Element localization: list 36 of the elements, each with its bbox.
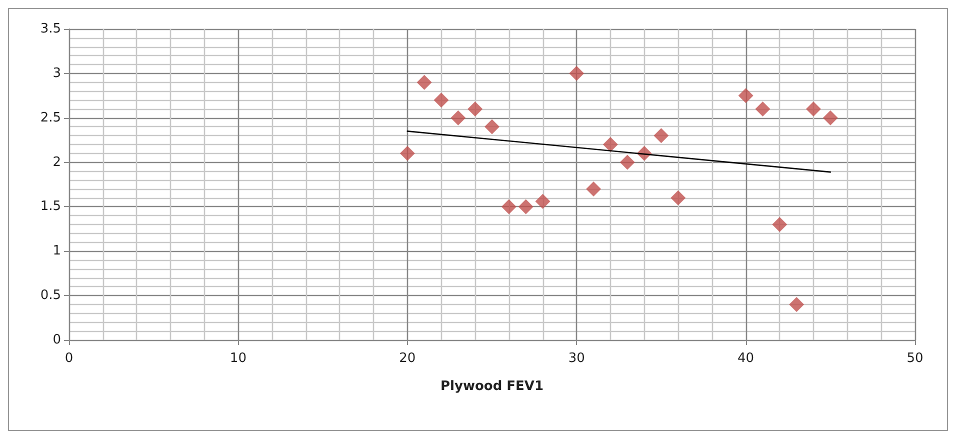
- y-tick-label: 0: [52, 332, 61, 348]
- point: [400, 146, 415, 161]
- point: [468, 101, 483, 116]
- point: [654, 128, 669, 144]
- x-axis-title: Plywood FEV1: [440, 379, 544, 394]
- y-tick-label: 3: [52, 66, 61, 81]
- point: [450, 110, 466, 126]
- x-tick-label: 0: [64, 351, 74, 366]
- point: [620, 154, 635, 170]
- y-tick-label: 2: [52, 154, 61, 170]
- y-tick-label: 2.5: [40, 110, 61, 126]
- point: [569, 66, 584, 81]
- point: [586, 181, 602, 196]
- x-tick-label: 50: [906, 351, 924, 366]
- point: [518, 199, 534, 214]
- point: [484, 119, 500, 134]
- point: [772, 216, 788, 232]
- y-tick-label: 0.5: [40, 288, 61, 304]
- y-tick-label: 3.5: [40, 22, 61, 36]
- x-tick-label: 20: [399, 351, 416, 366]
- x-tick-label: 10: [230, 351, 246, 366]
- point: [806, 101, 821, 116]
- point: [434, 92, 449, 108]
- x-tick-label: 30: [568, 351, 585, 366]
- point: [670, 190, 686, 206]
- point: [738, 88, 754, 104]
- point: [822, 110, 838, 126]
- y-tick-label: 1.5: [40, 199, 61, 214]
- x-tick-label: 40: [738, 351, 754, 366]
- point: [789, 296, 804, 312]
- point: [416, 74, 432, 90]
- point: [602, 137, 618, 152]
- point: [501, 199, 516, 214]
- point: [535, 194, 550, 209]
- y-tick-label: 1: [52, 244, 61, 259]
- point: [755, 101, 770, 116]
